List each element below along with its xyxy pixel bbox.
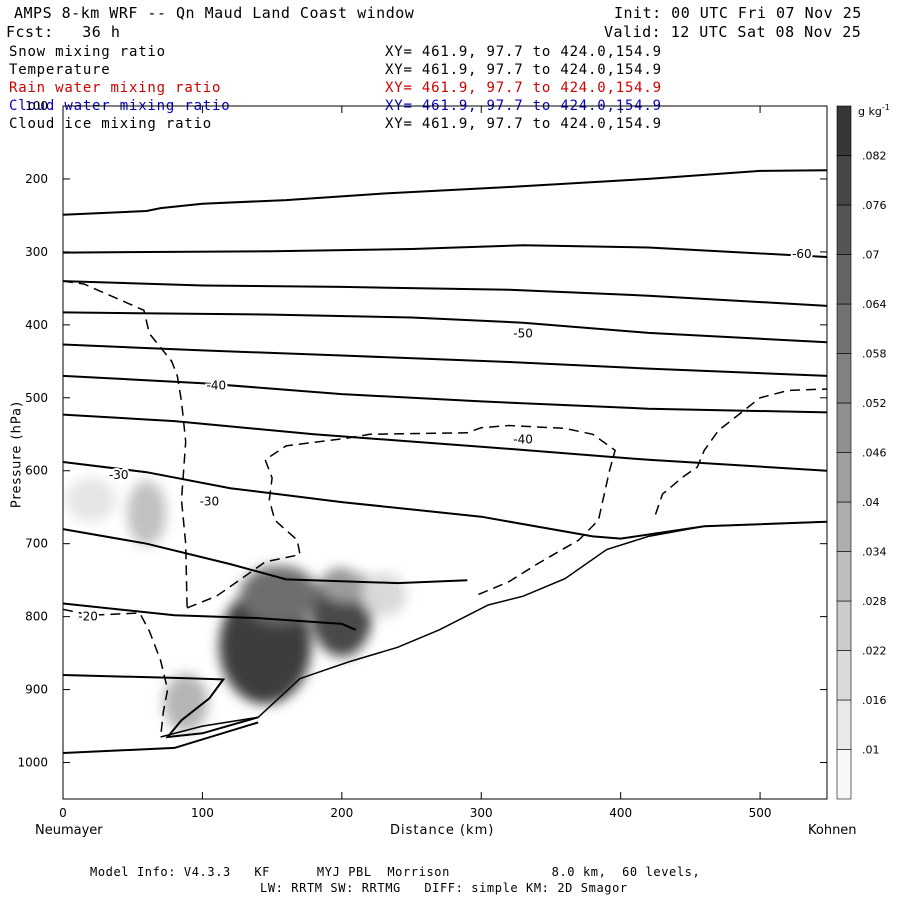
snow-shading: [361, 572, 406, 617]
temperature-isotherm: [63, 280, 827, 307]
colorbar-swatch: [836, 402, 852, 453]
y-tick-label: 1000: [17, 756, 48, 770]
temperature-isotherm: [63, 602, 357, 631]
colorbar-swatch: [836, 204, 852, 255]
field-xy-range: XY= 461.9, 97.7 to 424.0,154.9: [385, 116, 662, 132]
snow-contour: [186, 424, 616, 609]
field-name: Rain water mixing ratio: [9, 80, 222, 96]
snow-contour: [63, 608, 169, 738]
snow-shading: [240, 565, 319, 624]
colorbar-swatch: [836, 501, 852, 552]
y-tick-label: 900: [25, 683, 48, 697]
colorbar-swatch: [836, 452, 852, 503]
y-tick-label: 600: [25, 464, 48, 478]
colorbar-swatch: [836, 105, 852, 156]
colorbar-label: .028: [862, 595, 887, 608]
colorbar-units: g kg-1: [858, 103, 890, 118]
temperature-isotherm: [63, 461, 827, 540]
temperature-isotherm: [63, 169, 827, 216]
temperature-isotherm: [63, 674, 259, 739]
colorbar-swatch: [836, 650, 852, 701]
x-tick-label: 200: [330, 806, 353, 820]
temperature-isotherm: [63, 721, 259, 754]
colorbar-label: .07: [862, 249, 880, 262]
snow-contour: [63, 280, 188, 608]
colorbar-swatch: [836, 155, 852, 206]
terrain-line: [160, 521, 827, 738]
field-name: Temperature: [9, 62, 111, 78]
temperature-isotherm: [63, 374, 827, 414]
colorbar-label: .016: [862, 694, 887, 707]
y-tick-label: 800: [25, 610, 48, 624]
colorbar-label: .058: [862, 348, 887, 361]
colorbar-swatch: [836, 254, 852, 305]
colorbar-swatch: [836, 353, 852, 404]
colorbar-label: .082: [862, 150, 887, 163]
snow-shading: [127, 480, 167, 546]
isotherm-label: -30: [109, 468, 129, 482]
y-tick-label: 400: [25, 318, 48, 332]
colorbar-label: .046: [862, 447, 887, 460]
init-time: Init: 00 UTC Fri 07 Nov 25: [614, 4, 862, 22]
x-tick-label: 100: [191, 806, 214, 820]
colorbar-label: .04: [862, 496, 880, 509]
colorbar-label: .064: [862, 298, 887, 311]
x-tick-label: 400: [609, 806, 632, 820]
field-xy-range: XY= 461.9, 97.7 to 424.0,154.9: [385, 80, 662, 96]
isotherm-label: -60: [792, 247, 812, 261]
colorbar-label: .052: [862, 397, 887, 410]
model-info-line2: LW: RRTM SW: RRTMG DIFF: simple KM: 2D S…: [260, 881, 628, 895]
valid-time: Valid: 12 UTC Sat 08 Nov 25: [604, 23, 862, 41]
colorbar-swatch: [836, 600, 852, 651]
colorbar-swatch: [836, 303, 852, 354]
y-tick-label: 100: [25, 99, 48, 113]
snow-shading: [65, 478, 116, 522]
temperature-isotherm: [63, 244, 827, 258]
colorbar-label: .034: [862, 546, 887, 559]
isotherm-label: -40: [207, 378, 227, 392]
field-name: Snow mixing ratio: [9, 44, 166, 60]
temperature-isotherm: [63, 528, 468, 585]
x-axis-label: Distance (km): [390, 823, 495, 838]
y-tick-label: 200: [25, 172, 48, 186]
colorbar-swatch: [836, 749, 852, 800]
left-endpoint-label: Neumayer: [35, 823, 103, 838]
field-xy-range: XY= 461.9, 97.7 to 424.0,154.9: [385, 44, 662, 60]
model-info-line1: Model Info: V4.3.3 KF MYJ PBL Morrison 8…: [90, 865, 701, 879]
colorbar-swatch: [836, 551, 852, 602]
x-tick-label: 0: [59, 806, 67, 820]
colorbar-label: .076: [862, 199, 887, 212]
plot-frame: [62, 105, 828, 800]
isotherm-label: -20: [78, 610, 98, 624]
snow-shading: [163, 673, 208, 732]
colorbar-swatch: [836, 699, 852, 750]
y-tick-label: 500: [25, 391, 48, 405]
isotherm-label: -50: [513, 327, 533, 341]
temperature-isotherm: [63, 413, 827, 472]
x-tick-label: 300: [470, 806, 493, 820]
temperature-isotherm: [63, 343, 827, 377]
field-name: Cloud ice mixing ratio: [9, 116, 213, 132]
y-tick-label: 300: [25, 245, 48, 259]
right-endpoint-label: Kohnen: [808, 823, 857, 838]
isotherm-label: -40: [513, 432, 533, 446]
y-tick-label: 700: [25, 537, 48, 551]
forecast-hour: Fcst: 36 h: [6, 23, 121, 41]
field-xy-range: XY= 461.9, 97.7 to 424.0,154.9: [385, 62, 662, 78]
temperature-isotherm: [63, 311, 827, 344]
colorbar-label: .022: [862, 645, 887, 658]
chart-title: AMPS 8-km WRF -- Qn Maud Land Coast wind…: [14, 4, 415, 22]
isotherm-label: -30: [200, 494, 220, 508]
snow-contour: [654, 388, 827, 515]
colorbar-label: .01: [862, 744, 880, 757]
x-tick-label: 500: [749, 806, 772, 820]
